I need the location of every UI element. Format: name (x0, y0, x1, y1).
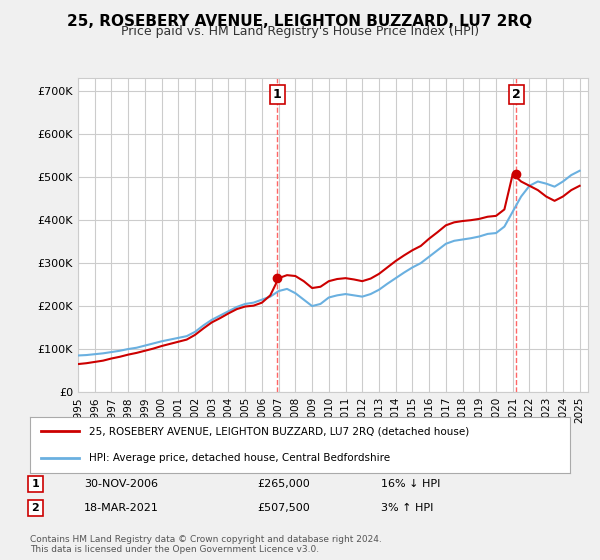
Text: Price paid vs. HM Land Registry's House Price Index (HPI): Price paid vs. HM Land Registry's House … (121, 25, 479, 38)
Text: Contains HM Land Registry data © Crown copyright and database right 2024.
This d: Contains HM Land Registry data © Crown c… (30, 535, 382, 554)
Text: 30-NOV-2006: 30-NOV-2006 (84, 479, 158, 489)
Text: 1: 1 (32, 479, 39, 489)
Text: £265,000: £265,000 (257, 479, 310, 489)
Text: HPI: Average price, detached house, Central Bedfordshire: HPI: Average price, detached house, Cent… (89, 452, 391, 463)
Text: 18-MAR-2021: 18-MAR-2021 (84, 503, 159, 513)
Text: 2: 2 (32, 503, 39, 513)
Text: 25, ROSEBERY AVENUE, LEIGHTON BUZZARD, LU7 2RQ (detached house): 25, ROSEBERY AVENUE, LEIGHTON BUZZARD, L… (89, 426, 470, 436)
Text: 25, ROSEBERY AVENUE, LEIGHTON BUZZARD, LU7 2RQ: 25, ROSEBERY AVENUE, LEIGHTON BUZZARD, L… (67, 14, 533, 29)
Text: 2: 2 (512, 88, 521, 101)
Text: 1: 1 (273, 88, 281, 101)
Text: 16% ↓ HPI: 16% ↓ HPI (381, 479, 440, 489)
Text: £507,500: £507,500 (257, 503, 310, 513)
Text: 3% ↑ HPI: 3% ↑ HPI (381, 503, 433, 513)
